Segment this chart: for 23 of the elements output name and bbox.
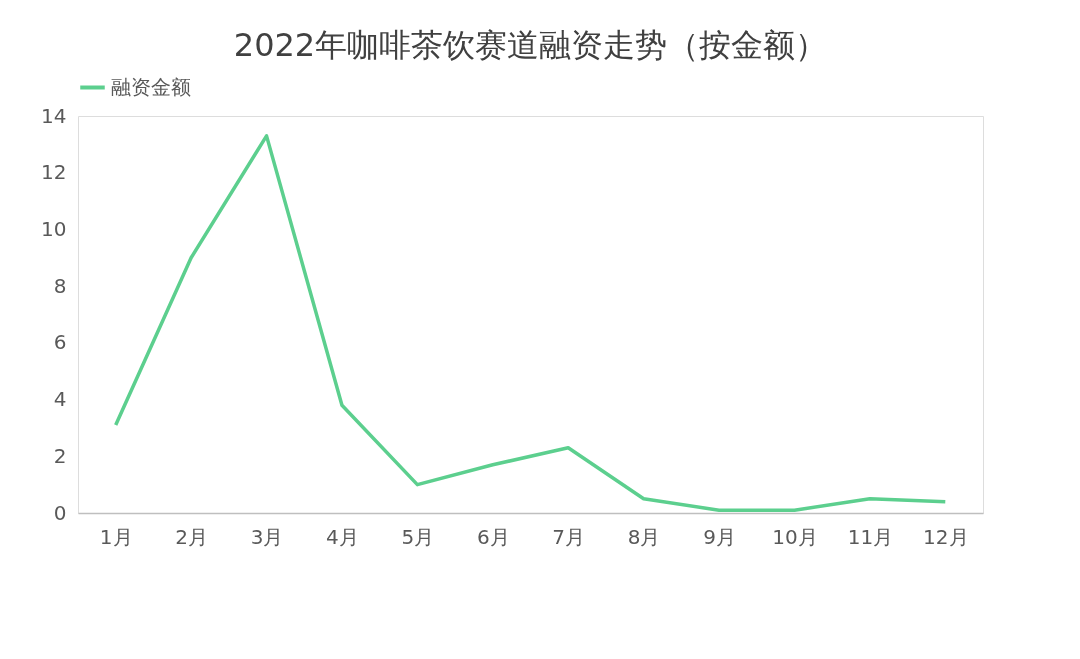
y-tick-label: 2 bbox=[53, 443, 67, 468]
y-tick-label: 14 bbox=[41, 103, 67, 128]
line-series bbox=[113, 134, 948, 512]
y-tick-label: 12 bbox=[41, 160, 67, 185]
y-tick-label: 10 bbox=[41, 216, 67, 241]
x-tick-label: 7月 bbox=[552, 524, 586, 549]
x-tick-label: 10月 bbox=[772, 524, 818, 549]
x-tick-label: 2月 bbox=[175, 524, 208, 549]
y-tick-label: 6 bbox=[53, 330, 67, 355]
x-tick-label: 8月 bbox=[627, 524, 661, 549]
x-tick-label: 4月 bbox=[326, 524, 359, 549]
y-tick-label: 0 bbox=[53, 500, 67, 525]
chart-title: 2022年咖啡茶饮赛道融资走势（按金额） bbox=[233, 26, 828, 64]
legend-label: 融资金额 bbox=[111, 74, 191, 99]
x-tick-label: 3月 bbox=[250, 524, 284, 549]
x-tick-label: 9月 bbox=[703, 524, 736, 549]
x-tick-label: 5月 bbox=[401, 524, 435, 549]
x-tick-label: 1月 bbox=[99, 524, 133, 549]
x-tick-label: 6月 bbox=[476, 524, 510, 549]
y-tick-label: 4 bbox=[53, 387, 67, 412]
x-tick-label: 11月 bbox=[847, 524, 894, 549]
y-tick-label: 8 bbox=[53, 273, 67, 298]
x-tick-label: 12月 bbox=[923, 524, 969, 549]
